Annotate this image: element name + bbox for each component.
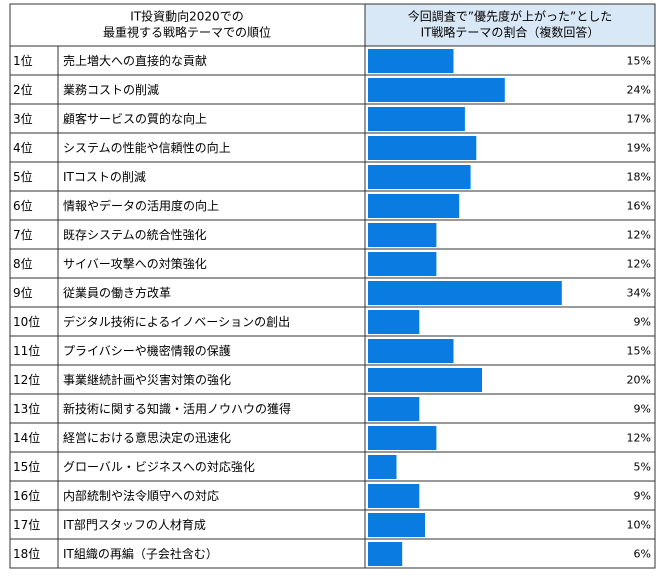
bar xyxy=(368,397,420,421)
bar xyxy=(368,281,562,305)
rank: 5位 xyxy=(13,169,33,184)
bar xyxy=(368,107,465,131)
rank: 12位 xyxy=(13,372,40,387)
value-label: 15% xyxy=(627,345,651,358)
header-left: IT投資動向2020での xyxy=(130,9,243,24)
bar xyxy=(368,223,437,247)
value-label: 18% xyxy=(627,171,651,184)
category-label: IT組織の再編（子会社含む） xyxy=(63,546,218,561)
rank: 16位 xyxy=(13,488,40,503)
rank: 9位 xyxy=(13,285,33,300)
bar xyxy=(368,484,420,508)
bar xyxy=(368,426,437,450)
category-label: 新技術に関する知識・活用ノウハウの獲得 xyxy=(63,401,291,416)
category-label: 従業員の働き方改革 xyxy=(63,285,171,300)
value-label: 9% xyxy=(634,490,651,503)
rank: 13位 xyxy=(13,401,40,416)
value-label: 20% xyxy=(627,374,651,387)
category-label: 顧客サービスの質的な向上 xyxy=(63,111,207,126)
value-label: 16% xyxy=(627,200,651,213)
value-label: 10% xyxy=(627,519,651,532)
rank: 2位 xyxy=(13,82,33,97)
bar xyxy=(368,455,397,479)
rank: 18位 xyxy=(13,546,40,561)
category-label: システムの性能や信頼性の向上 xyxy=(63,140,231,155)
value-label: 12% xyxy=(627,258,651,271)
category-label: サイバー攻撃への対策強化 xyxy=(63,256,207,271)
value-label: 6% xyxy=(634,548,651,561)
bar xyxy=(368,136,477,160)
category-label: 内部統制や法令順守への対応 xyxy=(63,488,219,503)
bar xyxy=(368,310,420,334)
bar xyxy=(368,339,454,363)
bar xyxy=(368,542,403,566)
bar-cell xyxy=(364,451,656,482)
header-right: IT戦略テーマの割合（複数回答） xyxy=(421,25,600,40)
rank: 10位 xyxy=(13,314,40,329)
category-label: 経営における意思決定の迅速化 xyxy=(63,430,231,445)
bar-cell xyxy=(364,538,656,569)
bar xyxy=(368,194,460,218)
value-label: 34% xyxy=(627,287,651,300)
value-label: 15% xyxy=(627,55,651,68)
header-right: 今回調査で”優先度が上がった”とした xyxy=(408,9,612,24)
value-label: 12% xyxy=(627,432,651,445)
rank: 17位 xyxy=(13,517,40,532)
value-label: 5% xyxy=(634,461,651,474)
header-left: 最重視する戦略テーマでの順位 xyxy=(103,25,271,40)
value-label: 19% xyxy=(627,142,651,155)
value-label: 9% xyxy=(634,316,651,329)
bar xyxy=(368,165,471,189)
category-label: ITコストの削減 xyxy=(63,169,146,184)
rank: 4位 xyxy=(13,140,33,155)
category-label: IT部門スタッフの人材育成 xyxy=(63,517,206,532)
category-label: 情報やデータの活用度の向上 xyxy=(63,198,219,213)
rank: 1位 xyxy=(13,53,33,68)
bar xyxy=(368,368,482,392)
value-label: 12% xyxy=(627,229,651,242)
value-label: 9% xyxy=(634,403,651,416)
bar xyxy=(368,513,425,537)
rank: 15位 xyxy=(13,459,40,474)
category-label: デジタル技術によるイノベーションの創出 xyxy=(63,314,290,329)
bar xyxy=(368,49,454,73)
category-label: 売上増大への直接的な貢献 xyxy=(63,53,207,68)
bar xyxy=(368,78,505,102)
category-label: 既存システムの統合性強化 xyxy=(63,227,207,242)
category-label: グローバル・ビジネスへの対応強化 xyxy=(63,460,255,474)
rank: 6位 xyxy=(13,198,33,213)
rank: 7位 xyxy=(13,227,33,242)
category-label: プライバシーや機密情報の保護 xyxy=(63,343,231,358)
rank: 11位 xyxy=(13,343,40,358)
value-label: 17% xyxy=(627,113,651,126)
category-label: 業務コストの削減 xyxy=(63,82,159,97)
value-label: 24% xyxy=(627,84,651,97)
rank: 14位 xyxy=(13,430,40,445)
rank: 8位 xyxy=(13,256,33,271)
category-label: 事業継続計画や災害対策の強化 xyxy=(63,372,231,387)
rank: 3位 xyxy=(13,111,33,126)
bar xyxy=(368,252,437,276)
